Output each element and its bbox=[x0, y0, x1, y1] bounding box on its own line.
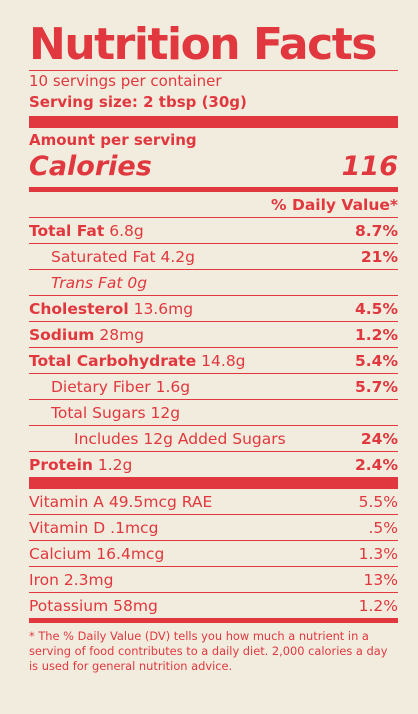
nutrient-amount: 13.6mg bbox=[133, 299, 194, 318]
nutrient-row-cholesterol: Cholesterol 13.6mg 4.5% bbox=[29, 295, 398, 321]
nutrient-row-dietary-fiber: Dietary Fiber 1.6g 5.7% bbox=[29, 373, 398, 399]
nutrient-amount: 28mg bbox=[99, 325, 145, 344]
nutrient-amount: 12g bbox=[150, 403, 181, 422]
amount-per-serving: Amount per serving bbox=[29, 131, 197, 149]
vitamin-label: Vitamin D .1mcg bbox=[29, 518, 159, 537]
calories-label: Calories bbox=[29, 151, 152, 182]
nutrient-name: Includes 12g Added Sugars bbox=[74, 429, 286, 448]
nutrient-dv: 1.2% bbox=[355, 325, 398, 344]
vitamin-dv: .5% bbox=[368, 518, 398, 537]
calories-row: Calories 116 bbox=[29, 151, 398, 184]
vitamin-dv: 1.2% bbox=[358, 596, 398, 615]
footnote: * The % Daily Value (DV) tells you how m… bbox=[29, 629, 388, 673]
daily-value-header: % Daily Value* bbox=[29, 192, 398, 217]
nutrient-dv: 5.4% bbox=[355, 351, 398, 370]
vitamin-label: Calcium 16.4mcg bbox=[29, 544, 165, 563]
servings-per-container: 10 servings per container bbox=[29, 72, 222, 90]
nutrient-dv: 24% bbox=[360, 429, 398, 448]
nutrient-amount: 1.2g bbox=[97, 455, 133, 474]
nutrient-row-sodium: Sodium 28mg 1.2% bbox=[29, 321, 398, 347]
nutrient-row-saturated-fat: Saturated Fat 4.2g 21% bbox=[29, 243, 398, 269]
vitamin-dv: 13% bbox=[363, 570, 398, 589]
daily-value-header-label: % Daily Value* bbox=[271, 195, 398, 214]
nutrient-amount: 4.2g bbox=[160, 247, 196, 266]
nutrient-name: Total Fat bbox=[29, 221, 105, 240]
nutrient-dv: 2.4% bbox=[355, 455, 398, 474]
nutrient-row-added-sugars: Includes 12g Added Sugars 24% bbox=[29, 425, 398, 451]
nutrient-row-total-fat: Total Fat 6.8g 8.7% bbox=[29, 217, 398, 243]
nutrition-facts-panel: Nutrition Facts 10 servings per containe… bbox=[29, 20, 398, 674]
thick-divider bbox=[29, 116, 398, 128]
serving-size: Serving size: 2 tbsp (30g) bbox=[29, 93, 247, 111]
nutrient-name: Saturated Fat bbox=[51, 247, 156, 266]
nutrient-row-trans-fat: Trans Fat 0g bbox=[29, 269, 398, 295]
calories-value: 116 bbox=[341, 151, 398, 182]
vitamins-divider bbox=[29, 477, 398, 489]
vitamin-row: Potassium 58mg 1.2% bbox=[29, 592, 398, 618]
nutrient-row-total-sugars: Total Sugars 12g bbox=[29, 399, 398, 425]
vitamin-row: Iron 2.3mg 13% bbox=[29, 566, 398, 592]
vitamin-dv: 5.5% bbox=[358, 492, 398, 511]
footnote-divider bbox=[29, 618, 398, 623]
vitamin-row: Vitamin A 49.5mcg RAE 5.5% bbox=[29, 489, 398, 514]
vitamin-label: Potassium 58mg bbox=[29, 596, 158, 615]
nutrient-amount: 0g bbox=[127, 273, 148, 292]
nutrient-name: Sodium bbox=[29, 325, 95, 344]
nutrient-dv: 21% bbox=[360, 247, 398, 266]
title-divider bbox=[29, 70, 398, 71]
nutrient-dv: 8.7% bbox=[355, 221, 398, 240]
nutrient-amount: 14.8g bbox=[201, 351, 246, 370]
vitamin-row: Vitamin D .1mcg .5% bbox=[29, 514, 398, 540]
page-title: Nutrition Facts bbox=[29, 19, 377, 70]
vitamin-label: Vitamin A 49.5mcg RAE bbox=[29, 492, 213, 511]
nutrient-dv: 4.5% bbox=[355, 299, 398, 318]
nutrient-name: Trans Fat bbox=[51, 273, 123, 292]
nutrient-row-total-carbohydrate: Total Carbohydrate 14.8g 5.4% bbox=[29, 347, 398, 373]
vitamin-row: Calcium 16.4mcg 1.3% bbox=[29, 540, 398, 566]
nutrient-name: Total Carbohydrate bbox=[29, 351, 197, 370]
nutrient-name: Protein bbox=[29, 455, 93, 474]
calories-divider bbox=[29, 187, 398, 192]
nutrient-row-protein: Protein 1.2g 2.4% bbox=[29, 451, 398, 477]
nutrient-name: Cholesterol bbox=[29, 299, 129, 318]
vitamin-dv: 1.3% bbox=[358, 544, 398, 563]
nutrient-name: Dietary Fiber bbox=[51, 377, 151, 396]
nutrient-amount: 1.6g bbox=[155, 377, 191, 396]
nutrient-amount: 6.8g bbox=[109, 221, 144, 240]
nutrient-dv: 5.7% bbox=[355, 377, 398, 396]
vitamin-label: Iron 2.3mg bbox=[29, 570, 114, 589]
nutrient-name: Total Sugars bbox=[51, 403, 146, 422]
